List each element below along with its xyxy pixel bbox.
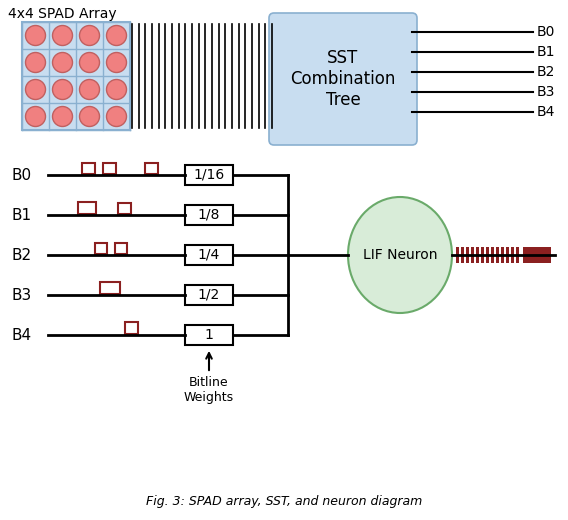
Circle shape [80, 25, 99, 45]
Bar [118, 203, 131, 214]
Circle shape [107, 25, 127, 45]
Text: Bitline
Weights: Bitline Weights [184, 376, 234, 404]
Bar [78, 202, 96, 214]
Ellipse shape [348, 197, 452, 313]
Text: B1: B1 [537, 45, 556, 59]
Circle shape [52, 107, 73, 126]
Bar [506, 247, 508, 263]
Bar [511, 247, 513, 263]
Text: B3: B3 [537, 85, 556, 99]
Bar [185, 205, 233, 225]
Bar [523, 247, 551, 263]
Bar [115, 243, 127, 254]
Circle shape [26, 107, 45, 126]
Text: LIF Neuron: LIF Neuron [363, 248, 437, 262]
Text: B4: B4 [537, 105, 556, 119]
Bar [516, 247, 519, 263]
Text: B1: B1 [12, 207, 32, 223]
Bar [22, 22, 130, 130]
Text: 1/16: 1/16 [193, 168, 224, 182]
Bar [496, 247, 499, 263]
Text: B3: B3 [12, 288, 32, 303]
Circle shape [26, 53, 45, 72]
Text: B0: B0 [537, 25, 556, 39]
Circle shape [26, 25, 45, 45]
Circle shape [52, 53, 73, 72]
FancyBboxPatch shape [269, 13, 417, 145]
Bar [185, 325, 233, 345]
Bar [185, 165, 233, 185]
Circle shape [80, 80, 99, 99]
Circle shape [80, 53, 99, 72]
Circle shape [107, 53, 127, 72]
Text: Fig. 3: SPAD array, SST, and neuron diagram: Fig. 3: SPAD array, SST, and neuron diag… [146, 495, 422, 508]
Bar [103, 163, 116, 174]
Text: 1/2: 1/2 [198, 288, 220, 302]
Bar [82, 163, 95, 174]
Bar [185, 285, 233, 305]
Bar [456, 247, 458, 263]
Circle shape [52, 25, 73, 45]
Bar [125, 322, 138, 334]
Text: B4: B4 [12, 328, 32, 343]
Bar [466, 247, 469, 263]
Text: B2: B2 [12, 248, 32, 263]
Text: B2: B2 [537, 65, 556, 79]
Bar [100, 282, 120, 294]
Bar [185, 245, 233, 265]
Circle shape [26, 80, 45, 99]
Circle shape [52, 80, 73, 99]
Text: 1: 1 [204, 328, 214, 342]
Text: 1/8: 1/8 [198, 208, 220, 222]
Circle shape [107, 107, 127, 126]
Bar [476, 247, 478, 263]
Circle shape [107, 80, 127, 99]
Text: SST
Combination
Tree: SST Combination Tree [290, 49, 396, 109]
Bar [145, 163, 158, 174]
Circle shape [80, 107, 99, 126]
Bar [95, 243, 107, 254]
Bar [501, 247, 503, 263]
Bar [491, 247, 494, 263]
Bar [486, 247, 488, 263]
Bar [481, 247, 483, 263]
Bar [461, 247, 463, 263]
Text: 1/4: 1/4 [198, 248, 220, 262]
Text: B0: B0 [12, 167, 32, 183]
Text: 4x4 SPAD Array: 4x4 SPAD Array [8, 7, 116, 21]
Bar [471, 247, 474, 263]
